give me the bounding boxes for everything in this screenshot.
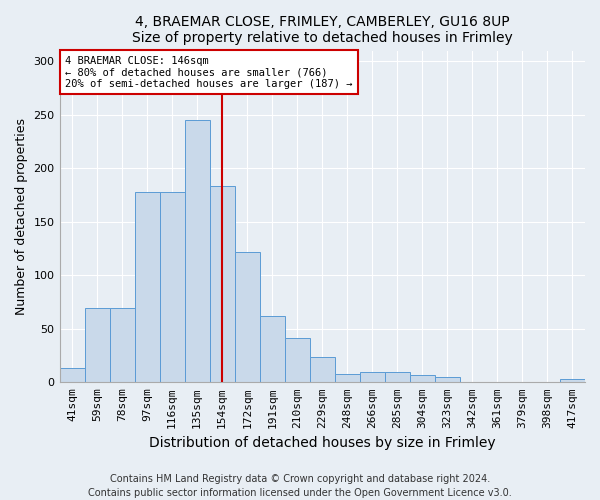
X-axis label: Distribution of detached houses by size in Frimley: Distribution of detached houses by size … xyxy=(149,436,496,450)
Bar xyxy=(110,308,134,382)
Bar xyxy=(209,186,235,382)
Text: Contains HM Land Registry data © Crown copyright and database right 2024.
Contai: Contains HM Land Registry data © Crown c… xyxy=(88,474,512,498)
Y-axis label: Number of detached properties: Number of detached properties xyxy=(15,118,28,315)
Bar xyxy=(335,374,360,382)
Bar xyxy=(85,308,110,382)
Bar xyxy=(260,316,285,382)
Bar xyxy=(59,368,85,382)
Bar xyxy=(185,120,209,382)
Bar xyxy=(235,252,260,382)
Bar xyxy=(385,372,410,382)
Text: 4 BRAEMAR CLOSE: 146sqm
← 80% of detached houses are smaller (766)
20% of semi-d: 4 BRAEMAR CLOSE: 146sqm ← 80% of detache… xyxy=(65,56,352,88)
Bar xyxy=(410,375,435,382)
Bar xyxy=(560,379,585,382)
Bar xyxy=(435,377,460,382)
Bar xyxy=(285,338,310,382)
Bar xyxy=(134,192,160,382)
Bar xyxy=(360,372,385,382)
Bar xyxy=(160,192,185,382)
Bar xyxy=(310,356,335,382)
Title: 4, BRAEMAR CLOSE, FRIMLEY, CAMBERLEY, GU16 8UP
Size of property relative to deta: 4, BRAEMAR CLOSE, FRIMLEY, CAMBERLEY, GU… xyxy=(132,15,512,45)
